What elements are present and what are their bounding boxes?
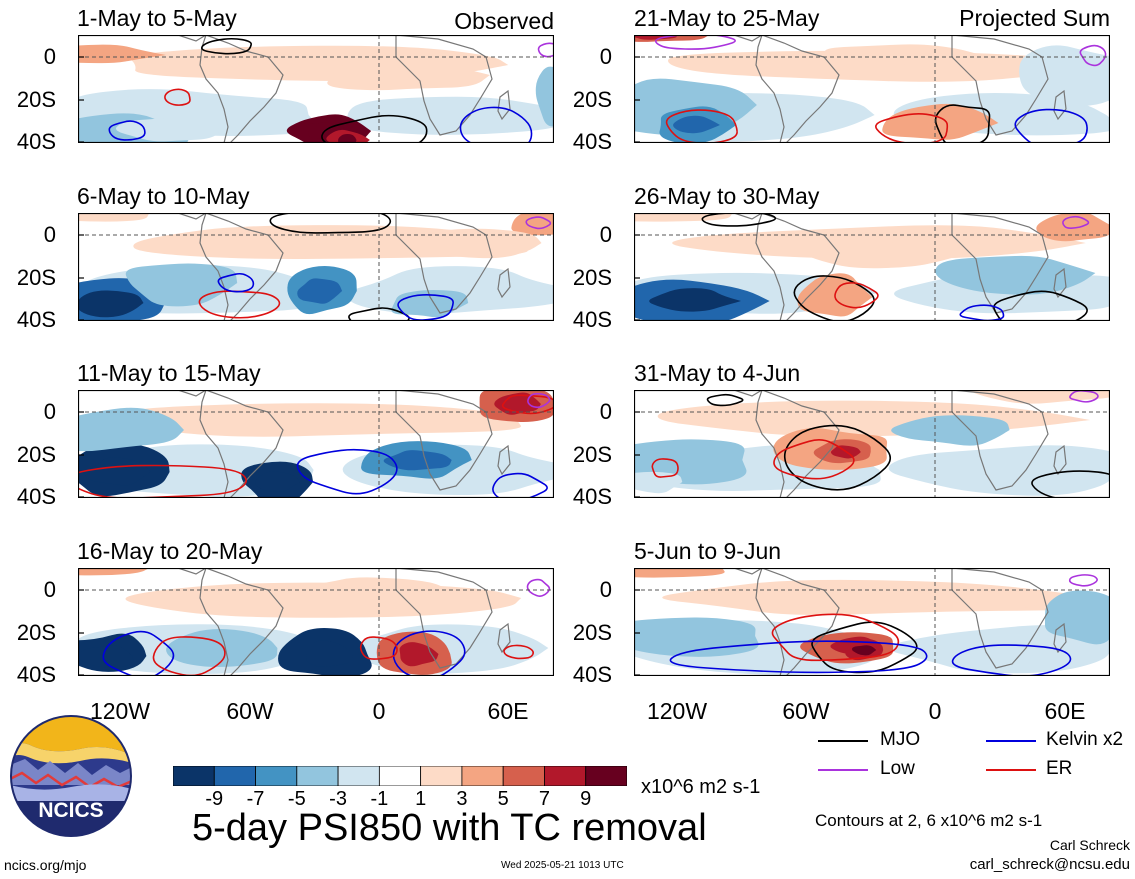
contour-note: Contours at 2, 6 x10^6 m2 s-1 — [815, 811, 1043, 830]
panel-title-observed-4: 16-May to 20-May — [77, 538, 263, 564]
colorbar-swatch — [544, 765, 587, 787]
y-tick-projected-2-1: 20S — [572, 265, 612, 290]
author-email[interactable]: carl_schreck@ncsu.edu — [969, 856, 1130, 873]
y-tick-observed-3-0: 0 — [43, 399, 56, 424]
y-tick-projected-2-2: 40S — [572, 307, 612, 332]
legend-mjo-line — [818, 740, 868, 742]
colorbar-swatch — [461, 765, 504, 787]
map-svg — [78, 390, 554, 498]
map-svg — [78, 568, 554, 676]
map-panel-observed-4 — [78, 568, 554, 676]
legend-er-line — [986, 769, 1036, 771]
map-panel-observed-2 — [78, 213, 554, 321]
map-svg — [634, 568, 1110, 676]
map-panel-projected-3 — [634, 390, 1110, 498]
y-tick-projected-1-0: 0 — [599, 44, 612, 69]
y-tick-observed-4-1: 20S — [16, 620, 56, 645]
colorbar-tick-label: -1 — [370, 788, 389, 810]
colorbar-tick-label: -3 — [329, 788, 347, 810]
panel-title-observed-2: 6-May to 10-May — [77, 183, 250, 209]
ncics-logo-icon: NCICS — [10, 715, 132, 837]
colorbar-swatch — [585, 765, 628, 787]
colorbar-units: x10^6 m2 s-1 — [641, 776, 761, 798]
map-panel-observed-3 — [78, 390, 554, 498]
panel-title-observed-3: 11-May to 15-May — [77, 360, 261, 386]
x-tick-120w-right: 120W — [646, 698, 708, 724]
y-tick-observed-3-1: 20S — [16, 442, 56, 467]
ncics-logo: NCICS — [10, 715, 132, 837]
map-svg — [78, 213, 554, 321]
legend-mjo-label: MJO — [880, 729, 921, 750]
logo-text: NCICS — [38, 799, 103, 822]
x-tick-60e-left: 60E — [487, 698, 529, 724]
map-svg — [634, 35, 1110, 143]
main-title: 5-day PSI850 with TC removal — [192, 807, 707, 849]
y-tick-projected-4-1: 20S — [572, 620, 612, 645]
y-tick-projected-3-1: 20S — [572, 442, 612, 467]
colorbar-tick-label: -5 — [287, 788, 306, 810]
colorbar-tick-label: -7 — [246, 788, 265, 810]
y-tick-projected-1-2: 40S — [572, 129, 612, 154]
y-tick-projected-3-0: 0 — [599, 399, 612, 424]
timestamp: Wed 2025-05-21 1013 UTC — [501, 860, 624, 871]
colorbar-tick-label: 9 — [580, 788, 592, 810]
x-tick-60e-right: 60E — [1044, 698, 1086, 724]
y-tick-observed-1-1: 20S — [16, 87, 56, 112]
colorbar-swatch — [420, 765, 463, 787]
y-tick-projected-3-2: 40S — [572, 484, 612, 509]
map-panel-observed-1 — [78, 35, 554, 143]
panel-title-projected-4: 5-Jun to 9-Jun — [634, 538, 782, 564]
x-tick-60w-right: 60W — [782, 698, 830, 724]
y-tick-observed-4-0: 0 — [43, 577, 56, 602]
map-svg — [78, 35, 554, 143]
legend-low-line — [818, 769, 868, 771]
legend-low-label: Low — [880, 758, 915, 779]
y-tick-observed-2-0: 0 — [43, 222, 56, 247]
colorbar-swatch — [502, 765, 545, 787]
y-tick-projected-4-2: 40S — [572, 662, 612, 687]
observed-tag: Observed — [454, 8, 554, 34]
author-name: Carl Schreck — [1049, 837, 1130, 853]
map-svg — [634, 213, 1110, 321]
panel-title-observed-1: 1-May to 5-May — [77, 5, 237, 31]
y-tick-observed-1-2: 40S — [16, 129, 56, 154]
colorbar-swatch — [172, 765, 215, 787]
map-panel-projected-4 — [634, 568, 1110, 676]
colorbar-tick-label: 3 — [456, 788, 468, 810]
legend-er-label: ER — [1046, 758, 1073, 779]
y-tick-projected-4-0: 0 — [599, 577, 612, 602]
colorbar-tick-label: 1 — [415, 788, 427, 810]
projected-tag: Projected Sum — [959, 5, 1110, 31]
y-tick-observed-2-2: 40S — [16, 307, 56, 332]
x-tick-0-right: 0 — [928, 698, 942, 724]
colorbar-tick-label: -9 — [205, 788, 224, 810]
map-panel-projected-1 — [634, 35, 1110, 143]
colorbar-swatch — [337, 765, 380, 787]
y-tick-observed-1-0: 0 — [43, 44, 56, 69]
y-tick-observed-3-2: 40S — [16, 484, 56, 509]
y-tick-projected-1-1: 20S — [572, 87, 612, 112]
panel-title-projected-3: 31-May to 4-Jun — [634, 360, 801, 386]
colorbar-tick-label: 7 — [538, 788, 551, 810]
x-tick-0-left: 0 — [372, 698, 386, 724]
colorbar-svg — [172, 765, 628, 787]
panel-title-projected-2: 26-May to 30-May — [634, 183, 820, 209]
colorbar-swatch — [255, 765, 298, 787]
legend-kelvin-line — [986, 740, 1036, 742]
y-tick-projected-2-0: 0 — [599, 222, 612, 247]
map-panel-projected-2 — [634, 213, 1110, 321]
colorbar-swatch — [296, 765, 339, 787]
map-svg — [634, 390, 1110, 498]
x-tick-120w-left: 120W — [89, 698, 151, 724]
panel-title-projected-1: 21-May to 25-May — [634, 5, 820, 31]
y-tick-observed-4-2: 40S — [16, 662, 56, 687]
x-tick-60w-left: 60W — [226, 698, 274, 724]
colorbar — [172, 765, 628, 787]
colorbar-swatch — [378, 765, 422, 787]
website-link[interactable]: ncics.org/mjo — [4, 857, 87, 873]
colorbar-tick-label: 5 — [497, 788, 509, 810]
legend-kelvin-label: Kelvin x2 — [1046, 729, 1124, 750]
y-tick-observed-2-1: 20S — [16, 265, 56, 290]
colorbar-swatch — [213, 765, 256, 787]
